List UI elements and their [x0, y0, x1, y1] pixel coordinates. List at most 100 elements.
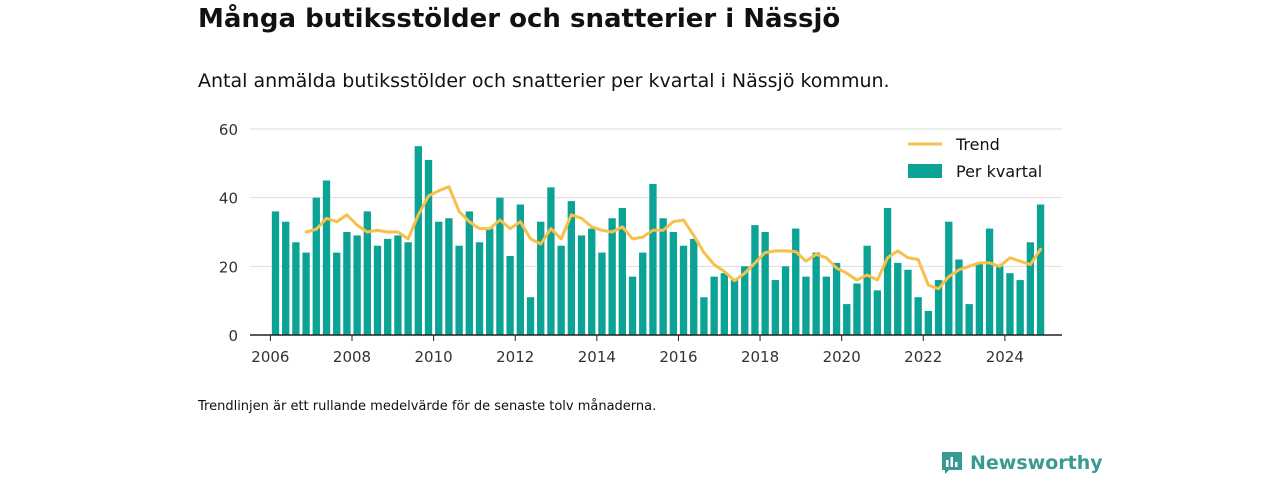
- bar: [822, 276, 831, 335]
- x-tick-label: 2014: [578, 348, 616, 366]
- bar: [465, 211, 473, 335]
- bar: [588, 228, 596, 335]
- bar: [679, 245, 688, 335]
- bar: [618, 207, 626, 335]
- bar: [353, 235, 361, 335]
- bar-series: [271, 146, 1045, 335]
- y-axis: 0 20 40 60: [219, 121, 238, 345]
- bar: [690, 238, 698, 335]
- bar: [394, 235, 402, 335]
- bar: [863, 245, 871, 335]
- x-tick-label: 2024: [986, 348, 1024, 366]
- bar: [710, 276, 718, 335]
- bar: [792, 228, 800, 335]
- x-tick-label: 2022: [904, 348, 942, 366]
- x-tick-label: 2006: [251, 348, 289, 366]
- bar: [802, 276, 810, 335]
- bar: [475, 242, 484, 335]
- bar: [985, 228, 994, 335]
- bar: [700, 297, 708, 335]
- bar: [598, 252, 606, 335]
- bar: [384, 238, 392, 335]
- bar: [567, 201, 575, 335]
- brand-name: Newsworthy: [970, 452, 1103, 474]
- bar: [292, 242, 300, 335]
- bar: [1006, 273, 1014, 335]
- bar: [343, 232, 351, 335]
- bar: [741, 266, 749, 335]
- bar: [832, 262, 841, 335]
- bar: [771, 280, 780, 335]
- newsworthy-logo-icon: [942, 452, 962, 474]
- bar: [333, 252, 341, 335]
- bar: [894, 262, 902, 335]
- bar: [934, 280, 943, 335]
- bar: [445, 218, 453, 335]
- bar: [302, 252, 310, 335]
- bar: [496, 197, 504, 335]
- trend-line: [304, 185, 1043, 291]
- bar: [781, 266, 790, 335]
- x-axis: 2006 2008 2010 2012 2014 2016 2018 2020 2022 2024: [250, 334, 1062, 366]
- bar: [424, 159, 433, 335]
- bar: [322, 180, 331, 335]
- bar: [516, 204, 524, 335]
- bar: [1016, 280, 1024, 335]
- bar: [577, 235, 586, 335]
- chart-subtitle: Antal anmälda butiksstölder och snatteri…: [198, 70, 890, 92]
- bar: [914, 297, 922, 335]
- bar: [873, 290, 882, 335]
- y-tick-label: 40: [219, 190, 238, 208]
- x-tick-label: 2020: [823, 348, 861, 366]
- x-tick-label: 2012: [496, 348, 534, 366]
- bar: [883, 207, 892, 335]
- bar: [975, 262, 984, 335]
- legend: Trend Per kvartal: [902, 130, 1050, 186]
- bar: [843, 304, 851, 335]
- bar: [628, 276, 637, 335]
- bar: [312, 197, 320, 335]
- bar: [537, 221, 545, 335]
- bar: [506, 256, 514, 335]
- bar: [271, 211, 280, 335]
- bar: [455, 245, 463, 335]
- bar: [649, 183, 657, 335]
- bar: [414, 146, 422, 335]
- bar: [373, 245, 382, 335]
- bar: [751, 225, 759, 335]
- bar: [955, 259, 963, 335]
- bar: [659, 218, 667, 335]
- bar: [435, 221, 443, 335]
- x-tick-label: 2008: [333, 348, 371, 366]
- bar: [730, 280, 739, 335]
- x-tick-label: 2010: [415, 348, 453, 366]
- bar: [996, 266, 1004, 335]
- bar: [1026, 242, 1035, 335]
- bar: [965, 304, 973, 335]
- bar: [404, 242, 412, 335]
- bar: [639, 252, 647, 335]
- bar: [761, 232, 769, 335]
- bar: [669, 232, 678, 335]
- bar: [363, 211, 371, 335]
- brand-logo: Newsworthy: [940, 450, 1103, 476]
- bar: [557, 245, 565, 335]
- bar: [720, 273, 729, 335]
- x-tick-label: 2018: [741, 348, 779, 366]
- x-tick-label: 2016: [659, 348, 697, 366]
- bar: [486, 228, 494, 335]
- footnote: Trendlinjen är ett rullande medelvärde f…: [198, 399, 657, 414]
- y-tick-label: 0: [228, 327, 238, 345]
- bar: [608, 218, 616, 335]
- bar: [904, 269, 912, 335]
- chart-title: Många butiksstölder och snatterier i Näs…: [198, 4, 841, 34]
- y-tick-label: 20: [219, 258, 238, 276]
- bar: [924, 310, 933, 335]
- bar: [1036, 204, 1045, 335]
- y-tick-label: 60: [219, 121, 238, 139]
- legend-bar-swatch: [908, 164, 942, 178]
- bar: [282, 221, 290, 335]
- legend-trend-label: Trend: [955, 135, 1000, 154]
- bar: [526, 297, 535, 335]
- bar-chart: 0 20 40 60 2006 2008 2010 2012 2014 2016 2018 2020…: [219, 121, 1062, 366]
